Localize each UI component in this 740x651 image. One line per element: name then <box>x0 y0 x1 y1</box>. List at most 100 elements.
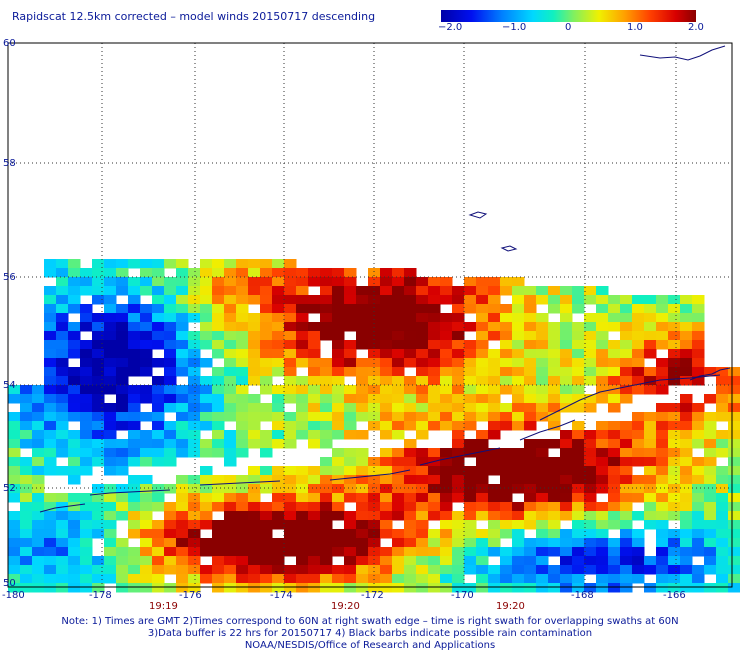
wind-cell <box>56 430 69 440</box>
wind-cell <box>116 277 129 287</box>
wind-cell <box>104 421 117 431</box>
wind-cell <box>548 286 561 296</box>
wind-cell <box>116 367 129 377</box>
wind-cell <box>428 277 441 287</box>
wind-cell <box>104 358 117 368</box>
wind-cell <box>164 286 177 296</box>
wind-cell <box>524 367 537 377</box>
wind-cell <box>356 547 369 557</box>
wind-cell <box>284 259 297 269</box>
wind-cell <box>224 277 237 287</box>
wind-cell <box>380 502 393 512</box>
wind-cell <box>548 322 561 332</box>
wind-cell <box>332 331 345 341</box>
wind-cell <box>176 367 189 377</box>
wind-cell <box>512 277 525 287</box>
wind-cell <box>200 538 213 548</box>
wind-cell <box>488 412 501 422</box>
wind-cell <box>152 520 165 530</box>
wind-cell <box>308 340 321 350</box>
wind-cell <box>668 403 681 413</box>
wind-cell <box>440 583 453 593</box>
wind-cell <box>536 511 549 521</box>
wind-cell <box>272 475 285 485</box>
wind-cell <box>368 349 381 359</box>
wind-cell <box>476 538 489 548</box>
wind-cell <box>500 583 513 593</box>
wind-cell <box>272 412 285 422</box>
wind-cell <box>512 475 525 485</box>
wind-cell <box>68 259 81 269</box>
wind-cell <box>512 466 525 476</box>
wind-cell <box>632 484 645 494</box>
wind-cell <box>548 412 561 422</box>
wind-cell <box>128 547 141 557</box>
wind-cell <box>296 268 309 278</box>
wind-cell <box>68 340 81 350</box>
wind-cell <box>272 565 285 575</box>
wind-cell <box>116 340 129 350</box>
wind-cell <box>632 331 645 341</box>
wind-cell <box>536 295 549 305</box>
wind-cell <box>152 583 165 593</box>
wind-cell <box>200 277 213 287</box>
wind-cell <box>512 403 525 413</box>
map-frame <box>7 42 733 588</box>
wind-cell <box>308 331 321 341</box>
wind-cell <box>512 421 525 431</box>
wind-cell <box>56 520 69 530</box>
wind-cell <box>20 421 33 431</box>
wind-cell <box>512 304 525 314</box>
wind-cell <box>284 340 297 350</box>
wind-cell <box>272 304 285 314</box>
wind-cell <box>488 529 501 539</box>
wind-cell <box>668 466 681 476</box>
wind-cell <box>44 502 57 512</box>
wind-cell <box>152 394 165 404</box>
wind-cell <box>68 376 81 386</box>
wind-cell <box>644 556 657 566</box>
wind-cell <box>620 511 633 521</box>
wind-cell <box>104 268 117 278</box>
wind-cell <box>176 313 189 323</box>
wind-cell <box>380 358 393 368</box>
wind-cell <box>644 376 657 386</box>
wind-cell <box>608 565 621 575</box>
wind-cell <box>392 394 405 404</box>
wind-cell <box>188 538 201 548</box>
wind-cell <box>392 484 405 494</box>
wind-cell <box>548 295 561 305</box>
wind-cell <box>452 304 465 314</box>
wind-cell <box>8 583 21 593</box>
wind-cell <box>248 358 261 368</box>
wind-cell <box>500 367 513 377</box>
wind-cell <box>728 421 740 431</box>
wind-cell <box>536 448 549 458</box>
wind-cell <box>632 448 645 458</box>
wind-cell <box>392 268 405 278</box>
wind-cell <box>380 466 393 476</box>
wind-cell <box>416 358 429 368</box>
wind-cell <box>332 313 345 323</box>
wind-cell <box>488 349 501 359</box>
wind-cell <box>596 358 609 368</box>
wind-cell <box>20 412 33 422</box>
wind-cell <box>632 349 645 359</box>
wind-cell <box>320 502 333 512</box>
wind-cell <box>644 565 657 575</box>
wind-cell <box>596 466 609 476</box>
wind-cell <box>200 547 213 557</box>
wind-cell <box>32 538 45 548</box>
wind-cell <box>524 376 537 386</box>
wind-cell <box>428 421 441 431</box>
wind-cell <box>560 313 573 323</box>
wind-cell <box>296 322 309 332</box>
wind-cell <box>332 457 345 467</box>
wind-cell <box>572 322 585 332</box>
wind-cell <box>236 511 249 521</box>
wind-cell <box>260 466 273 476</box>
wind-cell <box>344 394 357 404</box>
wind-cell <box>488 403 501 413</box>
wind-cell <box>512 295 525 305</box>
wind-cell <box>584 376 597 386</box>
